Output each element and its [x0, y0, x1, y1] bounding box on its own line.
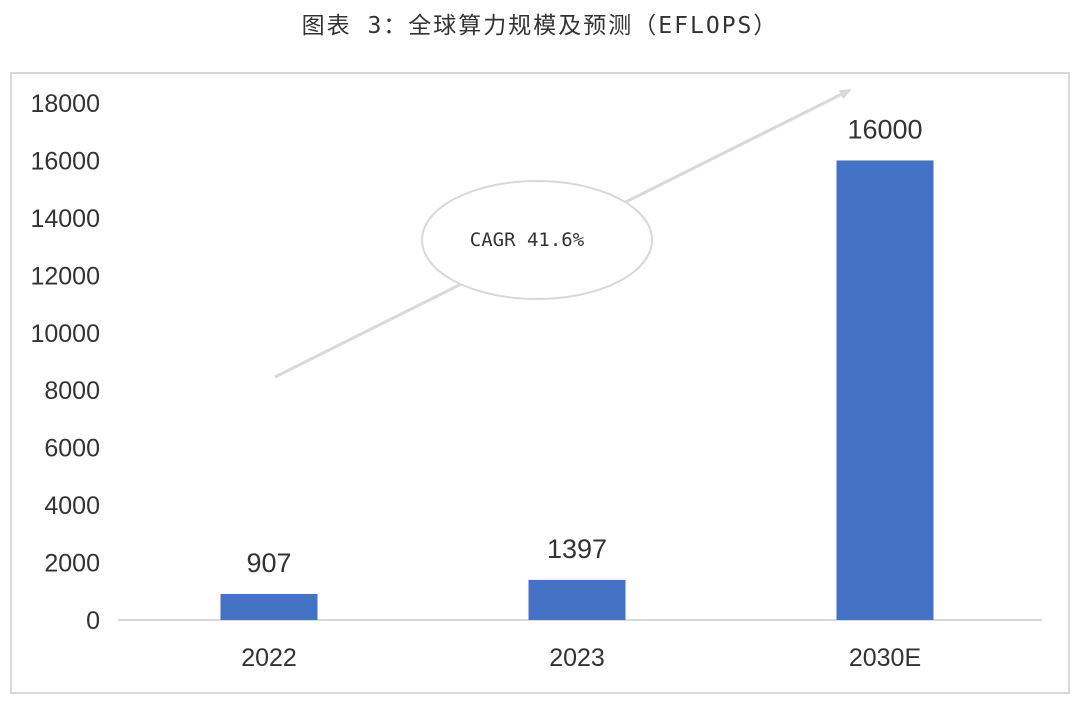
bar-value-label: 1397: [547, 534, 607, 564]
x-axis-ticks: 2022 2023 2030E: [241, 644, 921, 672]
cagr-annotation: CAGR 41.6%: [274, 88, 852, 379]
y-tick-label: 12000: [30, 262, 100, 290]
y-tick-label: 18000: [30, 90, 100, 118]
x-tick-label: 2030E: [849, 644, 921, 672]
y-tick-label: 2000: [44, 550, 100, 578]
bars: [220, 160, 934, 620]
y-tick-label: 4000: [44, 492, 100, 520]
y-tick-label: 0: [86, 607, 100, 635]
bar: [836, 160, 934, 620]
chart-frame: [10, 72, 1070, 694]
y-tick-label: 8000: [44, 377, 100, 405]
x-tick-label: 2023: [549, 644, 605, 672]
bar: [220, 593, 318, 620]
y-tick-label: 6000: [44, 435, 100, 463]
chart-title: 图表 3：全球算力规模及预测（EFLOPS）: [301, 13, 779, 39]
y-axis-ticks: 0 2000 4000 6000 8000 10000 12000 14000 16000 180…: [30, 90, 100, 635]
cagr-label: CAGR 41.6%: [470, 229, 585, 251]
bar-value-label: 16000: [847, 114, 922, 144]
y-tick-label: 14000: [30, 205, 100, 233]
cagr-ellipse: [421, 180, 653, 300]
y-tick-label: 10000: [30, 320, 100, 348]
bar: [528, 579, 626, 620]
data-labels: 907 1397 16000: [246, 114, 922, 578]
x-tick-label: 2022: [241, 644, 297, 672]
y-tick-label: 16000: [30, 147, 100, 175]
bar-value-label: 907: [246, 548, 291, 578]
